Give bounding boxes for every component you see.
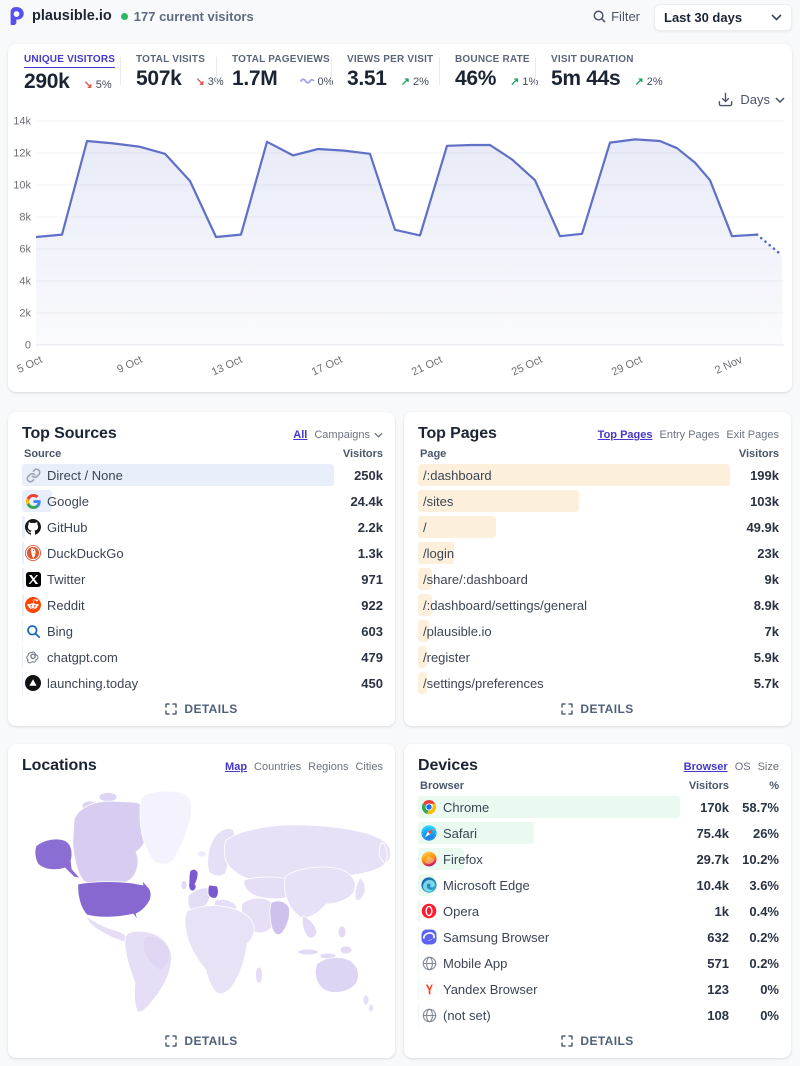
svg-text:21 Oct: 21 Oct [410,354,444,379]
svg-text:25 Oct: 25 Oct [510,354,544,379]
svg-text:10k: 10k [13,180,31,192]
svg-text:2 Nov: 2 Nov [713,354,745,377]
svg-text:29 Oct: 29 Oct [610,354,644,379]
svg-text:14k: 14k [13,116,31,128]
svg-text:2k: 2k [19,308,31,320]
svg-text:6k: 6k [19,244,31,256]
svg-text:12k: 12k [13,148,31,160]
svg-text:9 Oct: 9 Oct [115,354,144,376]
svg-text:8k: 8k [19,212,31,224]
svg-text:13 Oct: 13 Oct [210,354,244,379]
svg-text:0: 0 [25,340,31,352]
svg-text:4k: 4k [19,276,31,288]
svg-text:17 Oct: 17 Oct [310,354,344,379]
svg-text:5 Oct: 5 Oct [15,354,44,376]
